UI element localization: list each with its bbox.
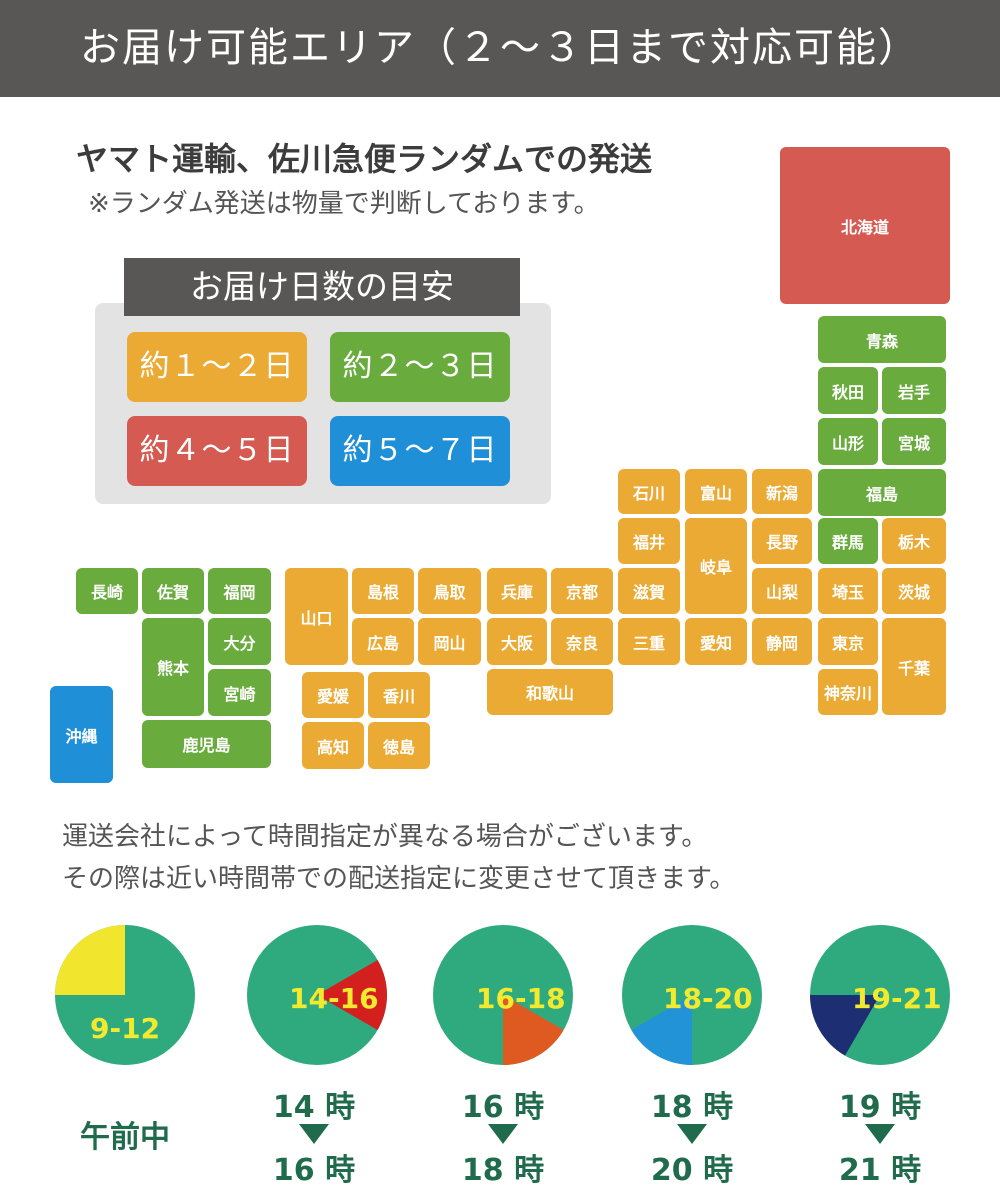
pref-aomori: 青森	[818, 316, 946, 363]
pref-saga: 佐賀	[142, 568, 204, 614]
pref-miyazaki: 宮崎	[208, 669, 271, 716]
legend-item-2-3-days: 約２～３日	[330, 332, 510, 402]
pref-yamagata: 山形	[818, 418, 878, 465]
arrow-down-icon	[299, 1124, 329, 1144]
pref-shimane: 島根	[352, 568, 414, 614]
legend-title: お届け日数の目安	[124, 258, 520, 316]
pref-kyoto: 京都	[551, 568, 613, 614]
pref-ehime: 愛媛	[302, 672, 364, 718]
pref-iwate: 岩手	[882, 367, 946, 414]
slot-19-21-to: 21 時	[838, 1153, 922, 1188]
pref-aichi: 愛知	[685, 618, 747, 665]
pref-kagoshima: 鹿児島	[142, 720, 271, 768]
pref-tottori: 鳥取	[418, 568, 481, 614]
pref-miyagi: 宮城	[882, 418, 946, 465]
pref-ibaraki: 茨城	[882, 568, 946, 614]
pref-kagawa: 香川	[368, 672, 430, 718]
slot-16-18-from: 16 時	[461, 1090, 545, 1125]
pref-wakayama: 和歌山	[487, 669, 613, 715]
info-line-2: その際は近い時間帯での配送指定に変更させて頂きます。	[62, 864, 736, 894]
arrow-down-icon	[488, 1124, 518, 1144]
pref-niigata: 新潟	[752, 469, 812, 514]
slot-16-18-to: 18 時	[461, 1153, 545, 1188]
legend-item-5-7-days: 約５～７日	[330, 416, 510, 486]
slot-18-20-range: 18-20	[663, 982, 753, 1015]
pref-hyogo: 兵庫	[487, 568, 547, 614]
pref-mie: 三重	[618, 618, 680, 665]
clock-18-20-icon	[622, 925, 762, 1065]
pref-oita: 大分	[208, 618, 271, 665]
slot-14-16-from: 14 時	[272, 1090, 356, 1125]
pref-shizuoka: 静岡	[752, 618, 812, 665]
slot-9-12-range: 9-12	[90, 1012, 161, 1045]
pref-tokyo: 東京	[818, 618, 878, 665]
info-line-1: 運送会社によって時間指定が異なる場合がございます。	[62, 822, 708, 852]
pref-fukui: 福井	[618, 518, 680, 564]
pref-fukushima: 福島	[818, 469, 946, 516]
pref-gifu: 岐阜	[685, 518, 747, 614]
clock-14-16-icon	[247, 925, 387, 1065]
slot-16-18-range: 16-18	[476, 982, 566, 1015]
pref-chiba: 千葉	[882, 618, 946, 715]
pref-kanagawa: 神奈川	[818, 669, 878, 715]
slot-18-20-to: 20 時	[650, 1153, 734, 1188]
pref-yamaguchi: 山口	[285, 568, 348, 665]
pref-kochi: 高知	[302, 722, 364, 769]
clock-9-12-icon	[55, 925, 195, 1065]
pref-tochigi: 栃木	[882, 518, 946, 564]
pref-ishikawa: 石川	[618, 469, 680, 514]
pref-okayama: 岡山	[418, 618, 481, 665]
arrow-down-icon	[865, 1124, 895, 1144]
slot-14-16-to: 16 時	[272, 1153, 356, 1188]
pref-saitama: 埼玉	[818, 568, 878, 614]
slot-14-16-range: 14-16	[289, 982, 379, 1015]
pref-okinawa: 沖縄	[50, 686, 113, 783]
slot-19-21-range: 19-21	[852, 982, 942, 1015]
pref-fukuoka: 福岡	[208, 568, 271, 614]
pref-shiga: 滋賀	[618, 568, 680, 614]
arrow-down-icon	[677, 1124, 707, 1144]
legend-item-1-2-days: 約１～２日	[127, 332, 307, 402]
clock-16-18-icon	[433, 925, 573, 1065]
pref-nara: 奈良	[551, 618, 613, 665]
slot-18-20-from: 18 時	[650, 1090, 734, 1125]
slot-19-21-from: 19 時	[838, 1090, 922, 1125]
pref-akita: 秋田	[818, 367, 878, 414]
pref-toyama: 富山	[685, 469, 747, 514]
clock-19-21-icon	[810, 925, 950, 1065]
pref-hokkaido: 北海道	[780, 147, 950, 304]
slot-9-12-label: 午前中	[80, 1120, 170, 1155]
pref-hiroshima: 広島	[352, 618, 414, 665]
shipping-carriers: ヤマト運輸、佐川急便ランダムでの発送	[76, 140, 653, 178]
pref-tokushima: 徳島	[368, 722, 430, 769]
shipping-note: ※ランダム発送は物量で判断しております。	[88, 189, 600, 219]
pref-yamanashi: 山梨	[752, 568, 812, 614]
legend-item-4-5-days: 約４～５日	[127, 416, 307, 486]
page-title: お届け可能エリア（２～３日まで対応可能）	[0, 0, 1000, 97]
pref-kumamoto: 熊本	[142, 618, 204, 716]
pref-nagano: 長野	[752, 518, 812, 564]
pref-osaka: 大阪	[487, 618, 547, 665]
pref-nagasaki: 長崎	[76, 568, 138, 614]
pref-gunma: 群馬	[818, 518, 878, 564]
